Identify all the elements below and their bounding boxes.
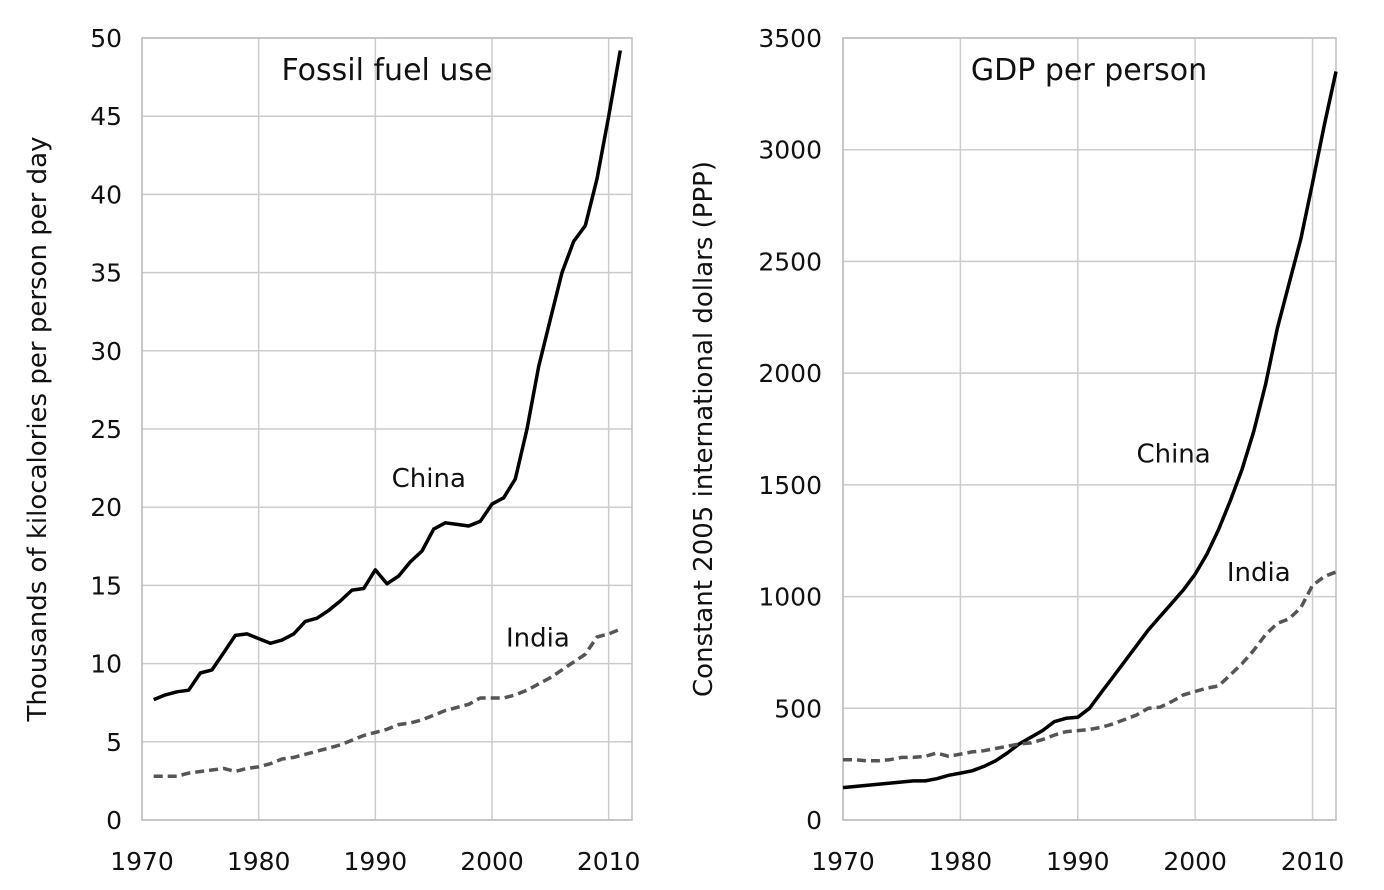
- panel-1-series-india-line: [153, 627, 621, 778]
- panel-1-y-tick-label: 5: [106, 728, 122, 757]
- panel-2-plot-frame: [842, 37, 1337, 821]
- panel-1-x-tick-label: 1990: [344, 847, 408, 876]
- panel-1-y-tick-label: 45: [90, 102, 122, 131]
- panel-2-y-tick-label: 500: [774, 694, 822, 723]
- panel-1-y-tick-label: 20: [90, 493, 122, 522]
- panel-1-y-tick-label: 50: [90, 24, 122, 53]
- panel-2-y-tick-label: 1000: [758, 583, 822, 612]
- panel-2-series-china-line: [842, 71, 1338, 790]
- panel-2-x-tick-label: 1980: [929, 847, 993, 876]
- panel-1-series-china-line: [153, 50, 623, 702]
- panel-2-y-axis-label: Constant 2005 international dollars (PPP…: [689, 161, 719, 697]
- panel-1-y-tick-label: 15: [90, 571, 122, 600]
- panel-2-y-tick-label: 2000: [758, 359, 822, 388]
- panel-1-annotation-china: China: [392, 464, 466, 494]
- panel-1-title: Fossil fuel use: [281, 53, 492, 88]
- panel-1-y-tick-label: 25: [90, 415, 122, 444]
- panel-2-x-tick-label: 1990: [1046, 847, 1110, 876]
- panel-2-y-tick-label: 3000: [758, 136, 822, 165]
- panel-2-x-tick-label: 1970: [811, 847, 875, 876]
- panel-1-x-tick-label: 1980: [227, 847, 291, 876]
- panel-2-x-tick-label: 2010: [1281, 847, 1345, 876]
- panel-2-y-tick-label: 1500: [758, 471, 822, 500]
- panel-1-y-tick-label: 35: [90, 259, 122, 288]
- panel-2-annotation-china: China: [1136, 440, 1210, 470]
- panel-1-x-tick-label: 2010: [577, 847, 641, 876]
- panel-1-y-tick-label: 30: [90, 337, 122, 366]
- panel-1-y-tick-label: 10: [90, 650, 122, 679]
- panel-1-x-tick-label: 1970: [110, 847, 174, 876]
- panel-2-y-tick-label: 3500: [758, 24, 822, 53]
- panel-1-y-axis-label: Thousands of kilocalories per person per…: [23, 137, 53, 723]
- panel-1-x-tick-label: 2000: [460, 847, 524, 876]
- panel-2-title: GDP per person: [971, 53, 1207, 88]
- panel-2-y-tick-label: 2500: [758, 247, 822, 276]
- panel-1-annotation-india: India: [506, 623, 570, 653]
- panel-2-x-tick-label: 2000: [1163, 847, 1227, 876]
- panel-2-series-india-line: [843, 570, 1337, 763]
- panel-1-y-tick-label: 40: [90, 180, 122, 209]
- panel-1-plot-frame: [141, 37, 633, 821]
- panel-1-y-tick-label: 0: [106, 806, 122, 835]
- panel-2-annotation-india: India: [1227, 558, 1291, 588]
- panel-2-y-tick-label: 0: [806, 806, 822, 835]
